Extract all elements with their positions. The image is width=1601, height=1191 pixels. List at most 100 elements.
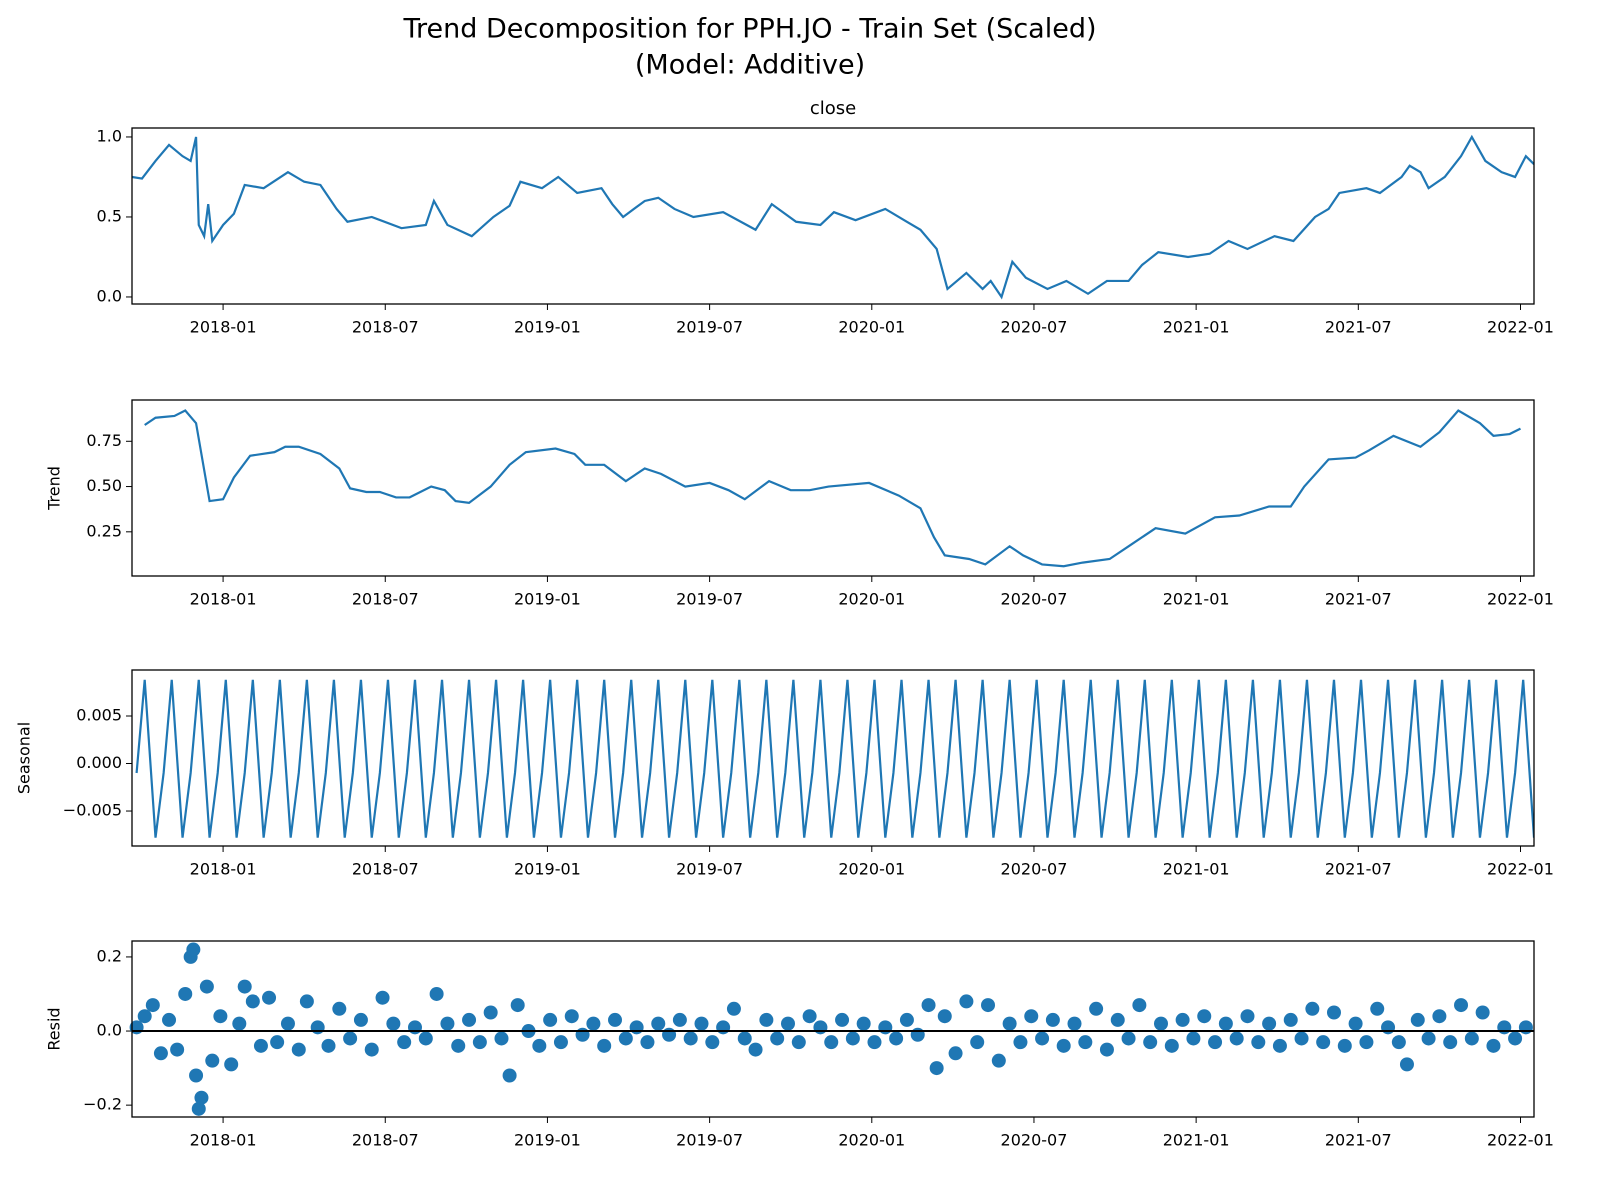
x-tick-label: 2021-01 — [1163, 860, 1230, 879]
resid-point — [780, 1016, 795, 1031]
y-axis-label: Seasonal — [15, 722, 34, 794]
resid-point — [662, 1027, 677, 1042]
resid-point — [1175, 1012, 1190, 1027]
resid-point — [1099, 1042, 1114, 1057]
x-tick-label: 2021-01 — [1163, 1131, 1230, 1150]
resid-point — [153, 1046, 168, 1061]
resid-point — [1251, 1035, 1266, 1050]
resid-point — [910, 1027, 925, 1042]
y-axis-label: Resid — [45, 1007, 64, 1050]
resid-point — [716, 1020, 731, 1035]
resid-point — [1208, 1035, 1223, 1050]
series-line — [144, 409, 1521, 568]
resid-point — [483, 1005, 498, 1020]
resid-point — [189, 1068, 204, 1083]
axes-frame — [131, 399, 1535, 577]
x-tick-label: 2021-07 — [1325, 318, 1392, 337]
resid-point — [224, 1057, 239, 1072]
x-tick-label: 2019-01 — [514, 590, 581, 609]
resid-point — [608, 1012, 623, 1027]
resid-point — [929, 1061, 944, 1076]
resid-point — [726, 1001, 741, 1016]
resid-point — [1475, 1005, 1490, 1020]
resid-point — [867, 1035, 882, 1050]
resid-point — [1045, 1012, 1060, 1027]
resid-point — [494, 1031, 509, 1046]
resid-point — [299, 994, 314, 1009]
resid-point — [1089, 1001, 1104, 1016]
resid-point — [1067, 1016, 1082, 1031]
x-tick-label: 2018-07 — [352, 318, 419, 337]
y-tick-label: −0.2 — [83, 1095, 122, 1114]
resid-point — [343, 1031, 358, 1046]
resid-point — [1132, 998, 1147, 1013]
resid-point — [1272, 1038, 1287, 1053]
panel-title: close — [810, 98, 856, 119]
resid-point — [1518, 1020, 1533, 1035]
resid-point — [1218, 1016, 1233, 1031]
resid-point — [532, 1038, 547, 1053]
y-tick-label: 0.5 — [97, 206, 122, 225]
resid-point — [1197, 1009, 1212, 1024]
resid-point — [629, 1020, 644, 1035]
resid-point — [1337, 1038, 1352, 1053]
x-tick-label: 2020-07 — [1001, 318, 1068, 337]
resid-point — [199, 979, 214, 994]
resid-point — [683, 1031, 698, 1046]
resid-point — [407, 1020, 422, 1035]
resid-point — [1121, 1031, 1136, 1046]
x-tick-label: 2018-01 — [190, 590, 257, 609]
resid-point — [205, 1053, 220, 1068]
resid-point — [564, 1009, 579, 1024]
resid-point — [332, 1001, 347, 1016]
resid-point — [791, 1035, 806, 1050]
x-tick-label: 2021-01 — [1163, 590, 1230, 609]
resid-point — [1305, 1001, 1320, 1016]
resid-point — [170, 1042, 185, 1057]
resid-point — [1056, 1038, 1071, 1053]
resid-point — [1110, 1012, 1125, 1027]
y-tick-label: 0.000 — [76, 753, 122, 772]
y-tick-label: 1.0 — [97, 126, 122, 145]
x-tick-label: 2020-07 — [1001, 590, 1068, 609]
resid-point — [1229, 1031, 1244, 1046]
resid-point — [321, 1038, 336, 1053]
resid-point — [824, 1035, 839, 1050]
resid-point — [770, 1031, 785, 1046]
resid-point — [1186, 1031, 1201, 1046]
x-tick-label: 2020-07 — [1001, 860, 1068, 879]
resid-point — [1143, 1035, 1158, 1050]
resid-point — [597, 1038, 612, 1053]
resid-point — [748, 1042, 763, 1057]
resid-point — [418, 1031, 433, 1046]
resid-point — [386, 1016, 401, 1031]
resid-point — [245, 994, 260, 1009]
x-tick-label: 2021-07 — [1325, 590, 1392, 609]
resid-point — [270, 1035, 285, 1050]
resid-point — [1508, 1031, 1523, 1046]
resid-point — [1262, 1016, 1277, 1031]
resid-point — [397, 1035, 412, 1050]
resid-point — [1497, 1020, 1512, 1035]
x-tick-label: 2018-07 — [352, 860, 419, 879]
resid-point — [1421, 1031, 1436, 1046]
resid-point — [1359, 1035, 1374, 1050]
x-tick-label: 2021-01 — [1163, 318, 1230, 337]
resid-point — [991, 1053, 1006, 1068]
resid-point — [899, 1012, 914, 1027]
resid-point — [364, 1042, 379, 1057]
resid-point — [1464, 1031, 1479, 1046]
resid-point — [1035, 1031, 1050, 1046]
resid-point — [232, 1016, 247, 1031]
resid-point — [137, 1009, 152, 1024]
x-tick-label: 2022-01 — [1487, 860, 1554, 879]
resid-point — [262, 990, 277, 1005]
resid-point — [462, 1012, 477, 1027]
resid-point — [694, 1016, 709, 1031]
axes-frame — [131, 669, 1535, 847]
resid-point — [375, 990, 390, 1005]
x-tick-label: 2021-07 — [1325, 1131, 1392, 1150]
axes-frame — [131, 940, 1535, 1118]
resid-point — [472, 1035, 487, 1050]
resid-point — [856, 1016, 871, 1031]
